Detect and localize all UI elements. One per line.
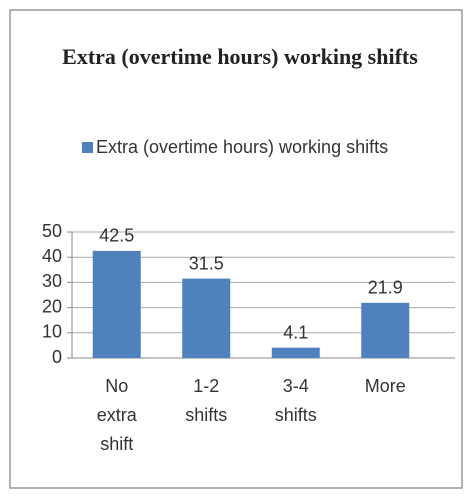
x-label-box: 1-2 shifts [185,376,228,425]
chart-title: Extra (overtime hours) working shifts [62,44,418,69]
legend-box: Extra (overtime hours) working shifts [96,137,389,157]
y-tick-label: 20 [42,296,62,316]
y-tick-label: 30 [42,271,62,291]
y-tick-label: 0 [52,347,62,367]
legend-label: Extra (overtime hours) working shifts [96,137,389,157]
y-tick-label: 10 [42,322,62,342]
bar [92,250,141,358]
x-tick-label: More [364,376,406,396]
title-box: Extra (overtime hours) working shifts [62,44,418,69]
bar [182,278,231,358]
chart-frame [9,9,463,489]
x-label-box: 3-4 shifts [274,376,317,425]
y-tick-label: 50 [42,221,62,241]
data-label: 31.5 [189,253,224,273]
data-label: 42.5 [99,226,134,246]
x-label-box: No extra shift [96,376,137,454]
x-tick-label: 1-2 shifts [185,376,228,425]
x-tick-label: No extra shift [96,376,137,454]
data-label: 21.9 [368,278,403,298]
x-tick-label: 3-4 shifts [274,376,317,425]
bar [361,302,410,358]
legend-swatch [82,142,93,153]
data-label: 4.1 [283,322,308,342]
y-tick-label: 40 [42,246,62,266]
x-label-box: More [364,376,406,396]
bar [271,347,320,358]
